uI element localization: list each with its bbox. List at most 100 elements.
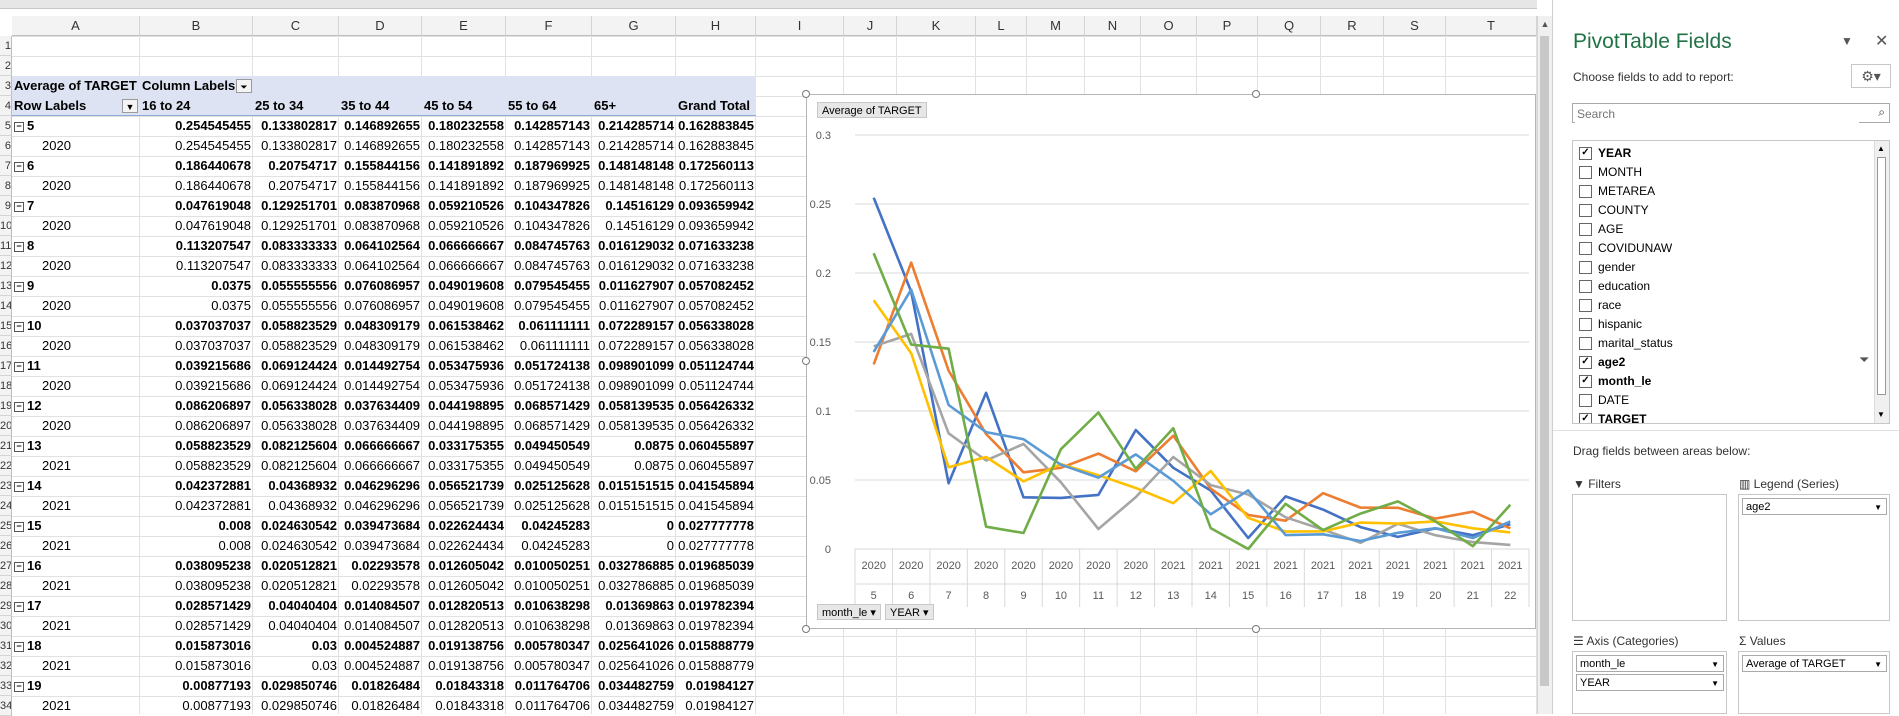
values-field-average-target[interactable]: Average of TARGET ▼	[1742, 655, 1887, 672]
pivot-value-cell[interactable]: 0	[666, 538, 674, 553]
pivot-value-cell[interactable]: 0.049019608	[428, 298, 504, 313]
collapse-icon[interactable]: −	[14, 121, 24, 132]
pivot-value-cell[interactable]: 0.172560113	[678, 158, 754, 173]
pivot-value-cell[interactable]: 0.016129032	[598, 238, 674, 253]
pivot-value-cell[interactable]: 0.084745763	[514, 258, 590, 273]
pivot-value-cell[interactable]: 0.033175355	[428, 438, 504, 453]
pivot-value-cell[interactable]: 0.010050251	[514, 558, 590, 573]
pivot-value-cell[interactable]: 0.056338028	[678, 338, 754, 353]
pivot-value-cell[interactable]: 0.019685039	[678, 558, 754, 573]
column-header-D[interactable]: D	[339, 16, 422, 36]
pivot-value-cell[interactable]: 0.038095238	[175, 578, 251, 593]
row-header[interactable]: 6	[0, 136, 12, 156]
pivot-value-cell[interactable]: 0.066666667	[344, 438, 420, 453]
pivot-value-cell[interactable]: 0.019138756	[428, 658, 504, 673]
pivot-value-cell[interactable]: 0.010638298	[514, 618, 590, 633]
pivot-value-cell[interactable]: 0.20754717	[268, 158, 337, 173]
chart-resize-handle[interactable]	[1252, 90, 1260, 98]
pivot-value-cell[interactable]: 0.012605042	[428, 558, 504, 573]
pivot-value-cell[interactable]: 0.0875	[634, 438, 674, 453]
row-header[interactable]: 26	[0, 536, 12, 556]
checkbox[interactable]: ✓	[1579, 375, 1592, 389]
row-header[interactable]: 4	[0, 96, 12, 116]
row-header[interactable]: 21	[0, 436, 12, 456]
pivot-row-label[interactable]: −9	[14, 276, 138, 296]
pivot-value-cell[interactable]: 0.055555556	[261, 298, 337, 313]
pivot-value-cell[interactable]: 0.14516129	[605, 198, 674, 213]
pivot-value-cell[interactable]: 0.083870968	[344, 218, 420, 233]
pivot-value-cell[interactable]: 0.010638298	[514, 598, 590, 613]
pivot-value-cell[interactable]: 0.051724138	[514, 378, 590, 393]
pivot-row-year[interactable]: 2021	[42, 698, 71, 713]
pivot-value-cell[interactable]: 0.034482759	[598, 678, 674, 693]
pivot-value-cell[interactable]: 0.180232558	[428, 118, 504, 133]
pivot-value-cell[interactable]: 0.254545455	[175, 138, 251, 153]
pivot-value-cell[interactable]: 0.027777778	[678, 538, 754, 553]
pivot-value-cell[interactable]: 0.076086957	[344, 298, 420, 313]
pivot-value-cell[interactable]: 0.037634409	[344, 398, 420, 413]
pivot-value-cell[interactable]: 0.071633238	[678, 238, 754, 253]
pivot-row-label[interactable]: −8	[14, 236, 138, 256]
collapse-icon[interactable]: −	[14, 201, 24, 212]
pivot-value-cell[interactable]: 0.058823529	[175, 458, 251, 473]
pivot-row-year[interactable]: 2021	[42, 578, 71, 593]
pivot-value-cell[interactable]: 0.061111111	[518, 318, 590, 333]
chart-resize-handle[interactable]	[1252, 625, 1260, 633]
pivot-value-cell[interactable]: 0.155844156	[344, 178, 420, 193]
pivot-value-cell[interactable]: 0.039215686	[175, 358, 251, 373]
field-covidunaw[interactable]: COVIDUNAW	[1579, 239, 1672, 258]
row-header[interactable]: 12	[0, 256, 12, 276]
pivot-value-cell[interactable]: 0.014084507	[344, 618, 420, 633]
row-header[interactable]: 2	[0, 56, 12, 76]
pivot-value-cell[interactable]: 0.008	[218, 518, 251, 533]
checkbox[interactable]: ✓	[1579, 147, 1592, 161]
pivot-row-year[interactable]: 2021	[42, 498, 71, 513]
row-header[interactable]: 13	[0, 276, 12, 296]
row-header[interactable]: 27	[0, 556, 12, 576]
pivot-value-cell[interactable]: 0.01369863	[605, 598, 674, 613]
pivot-value-cell[interactable]: 0.083333333	[261, 238, 337, 253]
column-header-M[interactable]: M	[1027, 16, 1085, 36]
checkbox[interactable]	[1579, 204, 1592, 218]
pivot-chart[interactable]: Average of TARGET 0 0.05 0.1 0.15 0.2 0.25 0.3…	[806, 94, 1536, 629]
pivot-value-cell[interactable]: 0.20754717	[268, 178, 337, 193]
collapse-icon[interactable]: −	[14, 561, 24, 572]
pivot-value-cell[interactable]: 0.015151515	[598, 478, 674, 493]
pivot-value-cell[interactable]: 0.047619048	[175, 218, 251, 233]
collapse-icon[interactable]: −	[14, 321, 24, 332]
pivot-value-cell[interactable]: 0.057082452	[678, 278, 754, 293]
pivot-value-cell[interactable]: 0.072289157	[598, 318, 674, 333]
pivot-value-cell[interactable]: 0.133802817	[261, 138, 337, 153]
pivot-value-cell[interactable]: 0.022624434	[428, 518, 504, 533]
pivot-value-cell[interactable]: 0.037634409	[344, 418, 420, 433]
pivot-value-cell[interactable]: 0.048309179	[344, 338, 420, 353]
pivot-value-cell[interactable]: 0.071633238	[678, 258, 754, 273]
pivot-value-cell[interactable]: 0.172560113	[679, 178, 754, 193]
pivot-row-label[interactable]: −10	[14, 316, 138, 336]
axis-field-year[interactable]: YEAR ▼	[1576, 674, 1724, 691]
pivot-value-cell[interactable]: 0.04040404	[268, 598, 337, 613]
column-header-N[interactable]: N	[1085, 16, 1141, 36]
pivot-value-cell[interactable]: 0.015888779	[678, 658, 754, 673]
pivot-value-cell[interactable]: 0.028571429	[175, 598, 251, 613]
collapse-icon[interactable]: −	[14, 601, 24, 612]
search-input[interactable]	[1575, 105, 1859, 123]
row-header[interactable]: 11	[0, 236, 12, 256]
pivot-value-cell[interactable]: 0.056338028	[261, 418, 337, 433]
pivot-row-label[interactable]: −16	[14, 556, 138, 576]
pivot-value-cell[interactable]: 0.011627907	[599, 298, 674, 313]
column-filter-icon[interactable]: ⏷	[236, 79, 252, 93]
pivot-value-cell[interactable]: 0.061538462	[428, 338, 504, 353]
pivot-value-cell[interactable]: 0.03	[311, 638, 337, 653]
pivot-value-cell[interactable]: 0.029850746	[261, 698, 337, 713]
pivot-value-cell[interactable]: 0.01843318	[435, 698, 504, 713]
pivot-value-cell[interactable]: 0.027777778	[678, 518, 754, 533]
pivot-value-cell[interactable]: 0.020512821	[261, 558, 337, 573]
row-header[interactable]: 16	[0, 336, 12, 356]
pivot-value-cell[interactable]: 0.186440678	[175, 178, 251, 193]
field-age2[interactable]: ✓ age2	[1579, 353, 1625, 372]
pivot-value-cell[interactable]: 0.187969925	[514, 178, 590, 193]
checkbox[interactable]	[1579, 280, 1592, 294]
pivot-value-cell[interactable]: 0.162883845	[678, 118, 754, 133]
scroll-thumb[interactable]	[1877, 157, 1886, 395]
